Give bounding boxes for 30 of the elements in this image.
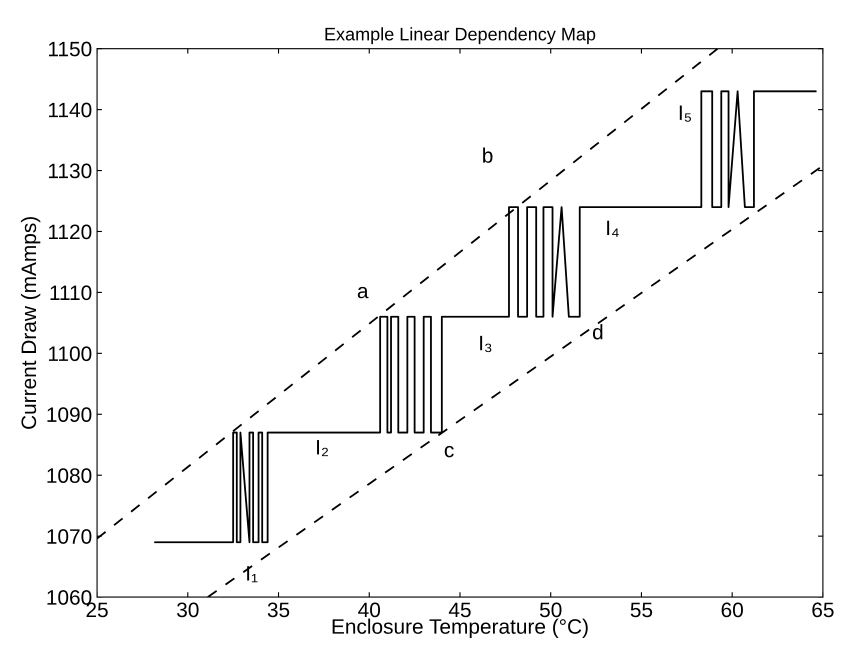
- y-tick-label: 1070: [47, 529, 92, 544]
- x-tick-label: 50: [540, 602, 562, 618]
- annotation: c: [444, 446, 454, 458]
- x-tick-label: 40: [358, 602, 380, 618]
- y-tick-label: 1060: [47, 590, 92, 605]
- x-tick-label: 55: [630, 602, 652, 618]
- x-tick-label: 25: [86, 602, 108, 618]
- y-tick-label: 1140: [48, 102, 92, 118]
- x-tick-label: 45: [448, 602, 471, 618]
- x-axis-title: Enclosure Temperature (°C): [332, 618, 588, 638]
- annotation: d: [592, 324, 602, 340]
- annotation: I₄: [607, 220, 619, 237]
- annotation: b: [483, 148, 492, 163]
- y-tick-label: 1130: [48, 164, 92, 178]
- chart-title: Example Linear Dependency Map: [325, 27, 596, 44]
- x-tick-label: 60: [722, 602, 743, 618]
- x-tick-label: 35: [268, 602, 290, 618]
- y-tick-label: 1120: [48, 224, 92, 240]
- x-tick-label: 30: [177, 602, 199, 618]
- annotation: I₃: [480, 336, 492, 352]
- x-tick-label: 65: [812, 602, 834, 618]
- annotation: I₂: [317, 440, 328, 456]
- y-axis-title: Current Draw (mAmps): [20, 217, 40, 429]
- y-tick-label: 1080: [47, 468, 92, 483]
- y-tick-label: 1150: [48, 42, 92, 56]
- y-tick-label: 1090: [47, 407, 92, 422]
- y-tick-label: 1110: [50, 285, 92, 300]
- annotation: I₅: [680, 106, 691, 122]
- y-tick-label: 1100: [48, 346, 92, 362]
- annotation: a: [358, 286, 369, 298]
